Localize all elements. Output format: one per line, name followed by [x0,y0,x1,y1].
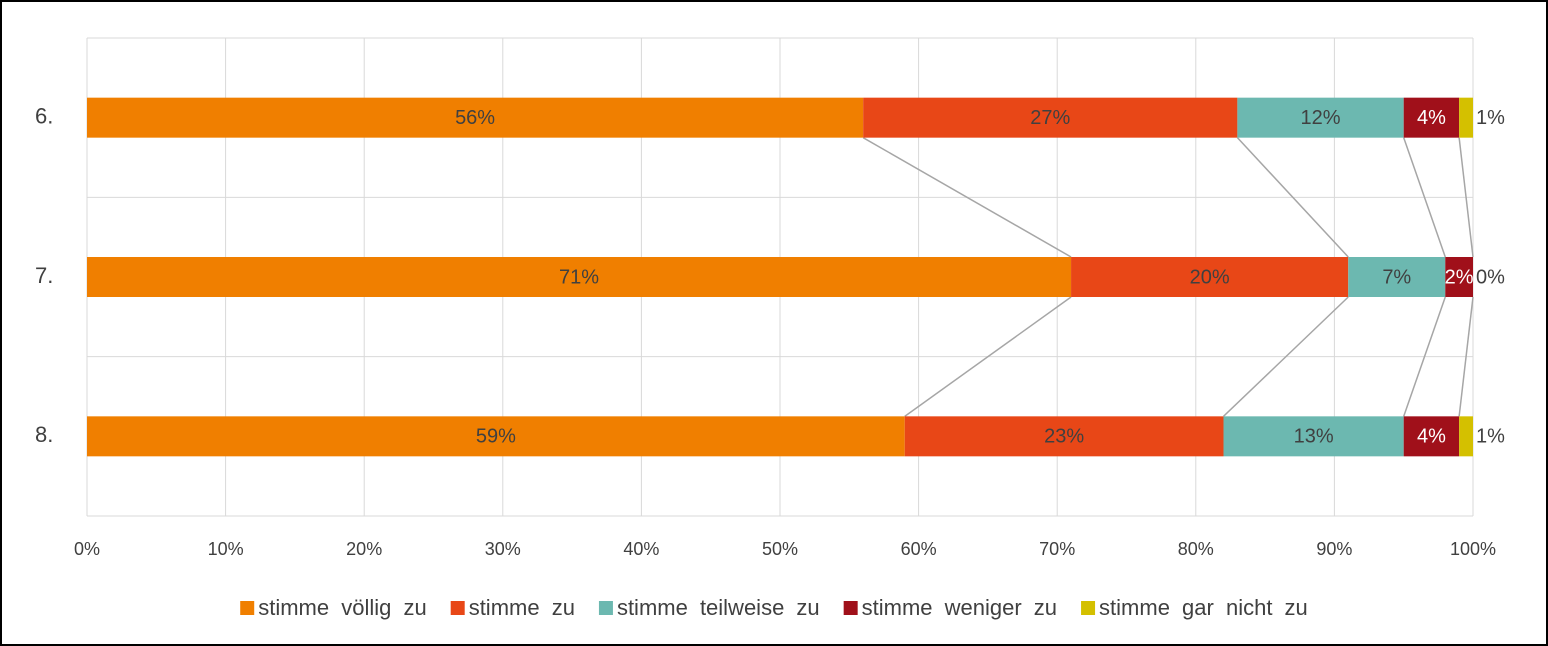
x-tick-label: 50% [762,539,798,559]
series-line [1402,296,1446,417]
x-tick-label: 10% [208,539,244,559]
data-label: 2% [1445,266,1474,288]
bar-segment [1348,257,1446,297]
legend-label: stimme zu [469,595,575,620]
bar-segment [863,97,1238,138]
x-tick-label: 60% [901,539,937,559]
y-tick-label: 8. [35,422,53,447]
legend-swatch [240,601,255,615]
x-tick-label: 30% [485,539,521,559]
bar-segment [1459,97,1473,138]
bar-segment [1445,257,1473,297]
legend-swatch [450,601,465,615]
series-line [1236,137,1349,258]
series-line [862,137,1072,258]
series-line [1223,296,1349,417]
data-label: 12% [1301,107,1341,129]
data-label: 4% [1417,107,1446,129]
data-label: 27% [1030,107,1070,129]
legend-swatch [1081,601,1096,615]
data-label: 4% [1417,426,1446,448]
data-label: 71% [559,266,599,288]
bar-segment [1403,97,1460,138]
x-tick-label: 80% [1178,539,1214,559]
series-line [904,296,1072,417]
bar-segment [904,416,1224,457]
legend-label: stimme weniger zu [862,595,1057,620]
data-label: 59% [476,426,516,448]
data-label: 56% [455,107,495,129]
bar-segment [87,97,864,138]
series-line [1458,137,1474,258]
bar-segment [1223,416,1404,457]
bar-segment [87,257,1072,297]
data-label: 1% [1476,426,1505,448]
legend-label: stimme teilweise zu [617,595,820,620]
y-tick-label: 7. [35,263,53,288]
x-tick-label: 70% [1039,539,1075,559]
bar-segment [1403,416,1460,457]
x-tick-label: 90% [1316,539,1352,559]
bar-segment [1237,97,1404,138]
x-tick-label: 100% [1450,539,1496,559]
data-label: 23% [1044,426,1084,448]
legend-swatch [843,601,858,615]
legend-label: stimme gar nicht zu [1099,595,1308,620]
legend-label: stimme völlig zu [258,595,426,620]
x-tick-label: 20% [346,539,382,559]
series-line [1402,137,1446,258]
legend-swatch [598,601,613,615]
bar-segment [1071,257,1349,297]
x-tick-label: 0% [74,539,100,559]
bar-segment [87,416,905,457]
data-label: 0% [1476,266,1505,288]
y-tick-label: 6. [35,103,53,128]
bar-segment [1459,416,1473,457]
series-line [1458,296,1474,417]
data-label: 13% [1294,426,1334,448]
data-label: 7% [1382,266,1411,288]
data-label: 20% [1190,266,1230,288]
data-label: 1% [1476,107,1505,129]
x-tick-label: 40% [623,539,659,559]
